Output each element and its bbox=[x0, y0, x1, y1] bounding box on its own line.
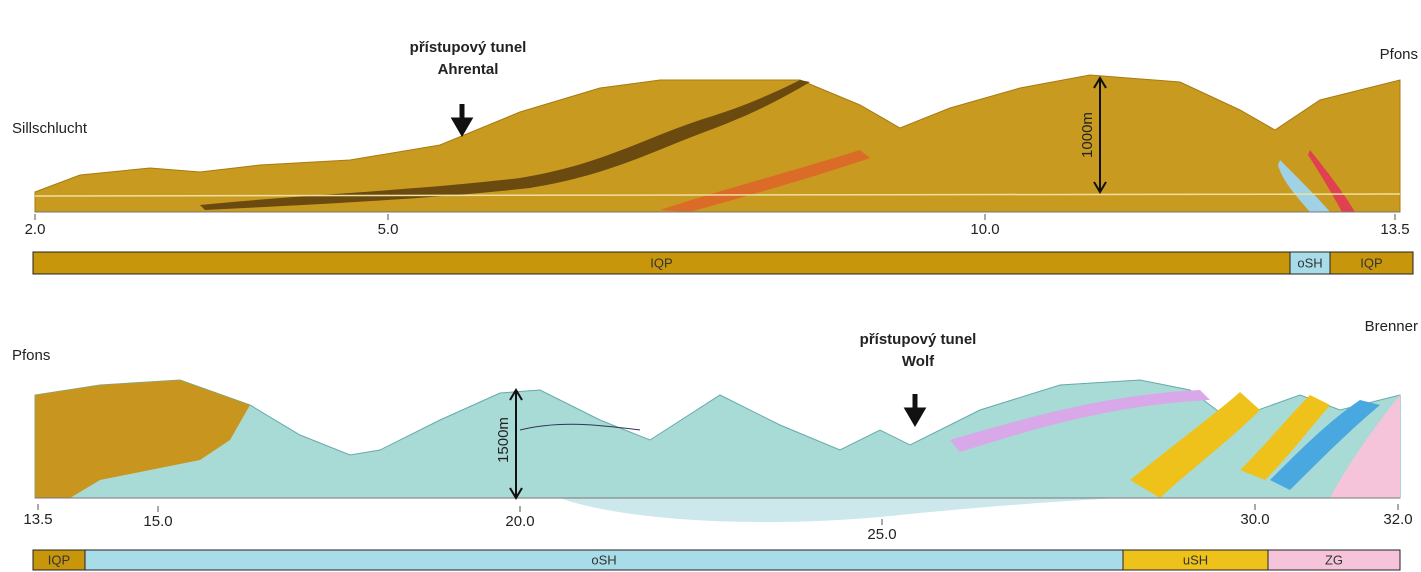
tick-label: 15.0 bbox=[143, 513, 172, 530]
unit-label: IQP bbox=[650, 255, 672, 270]
tunnel-label: Ahrental bbox=[438, 61, 499, 78]
unit-label: uSH bbox=[1183, 552, 1208, 567]
tunnel-label: přístupový tunel bbox=[410, 39, 527, 56]
scale-label: 1000m bbox=[1079, 112, 1096, 158]
tick-label: 13.5 bbox=[1380, 221, 1409, 238]
scale-label: 1500m bbox=[495, 417, 512, 463]
tick-label: 32.0 bbox=[1383, 511, 1412, 528]
tick-label: 5.0 bbox=[378, 221, 399, 238]
right-label: Brenner bbox=[1365, 318, 1418, 335]
tick-label: 25.0 bbox=[867, 526, 896, 543]
unit-label: ZG bbox=[1325, 552, 1343, 567]
tick-label: 30.0 bbox=[1240, 511, 1269, 528]
left-label: Sillschlucht bbox=[12, 120, 88, 137]
tick-label: 20.0 bbox=[505, 513, 534, 530]
unit-label: IQP bbox=[48, 552, 70, 567]
tunnel-arrow bbox=[908, 394, 922, 422]
tick-label: 13.5 bbox=[23, 511, 52, 528]
tunnel-label: přístupový tunel bbox=[860, 331, 977, 348]
tick-label: 2.0 bbox=[25, 221, 46, 238]
left-label: Pfons bbox=[12, 347, 50, 364]
tick-label: 10.0 bbox=[970, 221, 999, 238]
unit-label: oSH bbox=[591, 552, 616, 567]
unit-label: IQP bbox=[1360, 255, 1382, 270]
right-label: Pfons bbox=[1380, 46, 1418, 63]
tunnel-label: Wolf bbox=[902, 353, 935, 370]
terrain-top bbox=[35, 75, 1400, 212]
cross-section: 1000m Sillschlucht Pfons přístupový tune… bbox=[0, 0, 1421, 572]
tunnel-arrow bbox=[455, 104, 469, 132]
unit-label: oSH bbox=[1297, 255, 1322, 270]
terrain-bottom bbox=[35, 380, 1400, 522]
